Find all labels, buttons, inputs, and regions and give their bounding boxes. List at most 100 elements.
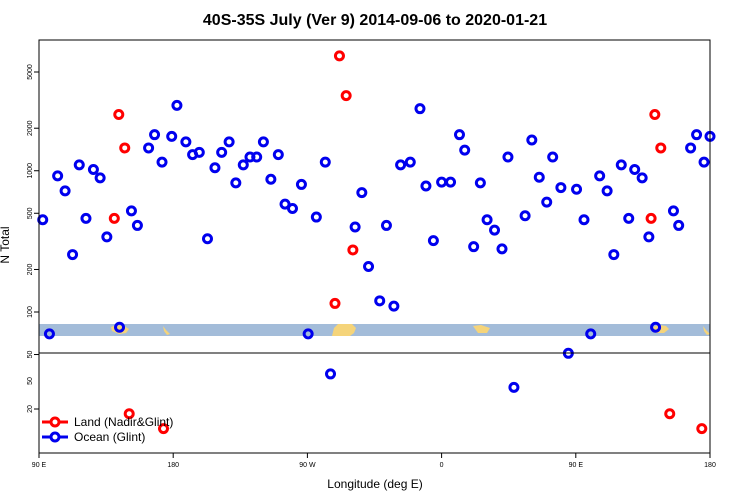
y-tick-label: 2000 [27, 120, 34, 136]
upper-ocean-point [209, 162, 221, 174]
upper-ocean-point [445, 176, 457, 188]
upper-ocean-point [237, 159, 249, 171]
upper-ocean-point [526, 134, 538, 146]
upper-land-point [119, 142, 131, 154]
upper-ocean-point [143, 142, 155, 154]
upper-ocean-point [286, 203, 298, 215]
upper-ocean-point [131, 219, 143, 231]
upper-ocean-point [615, 159, 627, 171]
ocean-strip [39, 324, 710, 336]
upper-ocean-point [427, 235, 439, 247]
upper-ocean-point [489, 224, 501, 236]
y-tick-label: 50 [27, 377, 34, 385]
upper-ocean-point [502, 151, 514, 163]
upper-ocean-point [114, 321, 126, 333]
upper-ocean-point [698, 156, 710, 168]
y-tick-label: 500 [27, 207, 34, 219]
x-tick-label: 90 W [299, 462, 316, 469]
upper-ocean-point [667, 205, 679, 217]
upper-ocean-point [193, 146, 205, 158]
upper-land-point [108, 212, 120, 224]
upper-ocean-point [216, 146, 228, 158]
y-axis-title: N Total [0, 226, 12, 263]
upper-ocean-point [73, 159, 85, 171]
upper-ocean-point [474, 177, 486, 189]
lower-land-point [123, 408, 135, 420]
upper-ocean-point [585, 328, 597, 340]
legend-marker-ocean [49, 431, 61, 443]
upper-ocean-point [629, 164, 641, 176]
upper-ocean-point [414, 103, 426, 115]
upper-ocean-point [496, 243, 508, 255]
land-new-zealand [163, 326, 170, 335]
x-axis: 90 E 180 90 W 0 90 E 180 [32, 453, 716, 469]
lower-ocean-point [325, 368, 337, 380]
upper-ocean-point [180, 136, 192, 148]
upper-ocean-point [156, 156, 168, 168]
lower-land-point [696, 423, 708, 435]
legend-label-ocean: Ocean (Glint) [74, 430, 145, 444]
upper-ocean-point [380, 219, 392, 231]
upper-ocean-point [578, 214, 590, 226]
upper-ocean-point [623, 212, 635, 224]
upper-ocean-point [691, 129, 703, 141]
upper-ocean-point [468, 241, 480, 253]
upper-ocean-point [52, 170, 64, 182]
upper-ocean-point [594, 170, 606, 182]
upper-ocean-point [230, 177, 242, 189]
land-new-zealand-repeat [703, 326, 710, 335]
upper-ocean-point [302, 328, 314, 340]
upper-ocean-point [533, 171, 545, 183]
y-tick-label: 1000 [27, 163, 34, 179]
upper-ocean-point [265, 173, 277, 185]
upper-ocean-point [519, 210, 531, 222]
upper-ocean-point [363, 260, 375, 272]
y-tick-label: 20 [27, 405, 34, 413]
upper-ocean-point [685, 142, 697, 154]
legend-label-land: Land (Nadir&Glint) [74, 415, 173, 429]
upper-ocean-point [356, 187, 368, 199]
x-tick-label: 90 E [569, 462, 584, 469]
lower-ocean-point [508, 381, 520, 393]
upper-ocean-point [541, 196, 553, 208]
upper-ocean-point [59, 185, 71, 197]
y-tick-label: 200 [27, 264, 34, 276]
upper-ocean-point [319, 156, 331, 168]
land-south-america [332, 324, 356, 336]
upper-ocean-point [166, 130, 178, 142]
data-points [37, 50, 716, 435]
y-tick-label: 100 [27, 306, 34, 318]
upper-ocean-point [420, 180, 432, 192]
lower-land-point [664, 408, 676, 420]
upper-land-point [113, 109, 125, 121]
lower-land-point [158, 423, 170, 435]
upper-ocean-point [87, 164, 99, 176]
upper-ocean-point [80, 212, 92, 224]
upper-ocean-point [555, 182, 567, 194]
upper-ocean-point [201, 233, 213, 245]
upper-ocean-point [673, 219, 685, 231]
upper-ocean-point [279, 198, 291, 210]
upper-land-point [329, 297, 341, 309]
upper-ocean-point [272, 149, 284, 161]
upper-ocean-point [295, 178, 307, 190]
x-axis-title: Longitude (deg E) [327, 477, 422, 491]
upper-ocean-point [453, 129, 465, 141]
upper-ocean-point [650, 321, 662, 333]
upper-ocean-point [223, 136, 235, 148]
upper-ocean-point [643, 231, 655, 243]
upper-ocean-point [171, 99, 183, 111]
upper-ocean-point [101, 231, 113, 243]
upper-ocean-point [374, 295, 386, 307]
legend: Land (Nadir&Glint) Ocean (Glint) [42, 415, 173, 444]
upper-ocean-point [608, 249, 620, 261]
upper-ocean-point [571, 183, 583, 195]
x-tick-label: 90 E [32, 462, 47, 469]
x-tick-label: 0 [440, 462, 444, 469]
upper-land-point [347, 244, 359, 256]
upper-ocean-point [636, 172, 648, 184]
legend-marker-land [49, 416, 61, 428]
upper-ocean-point [257, 136, 269, 148]
